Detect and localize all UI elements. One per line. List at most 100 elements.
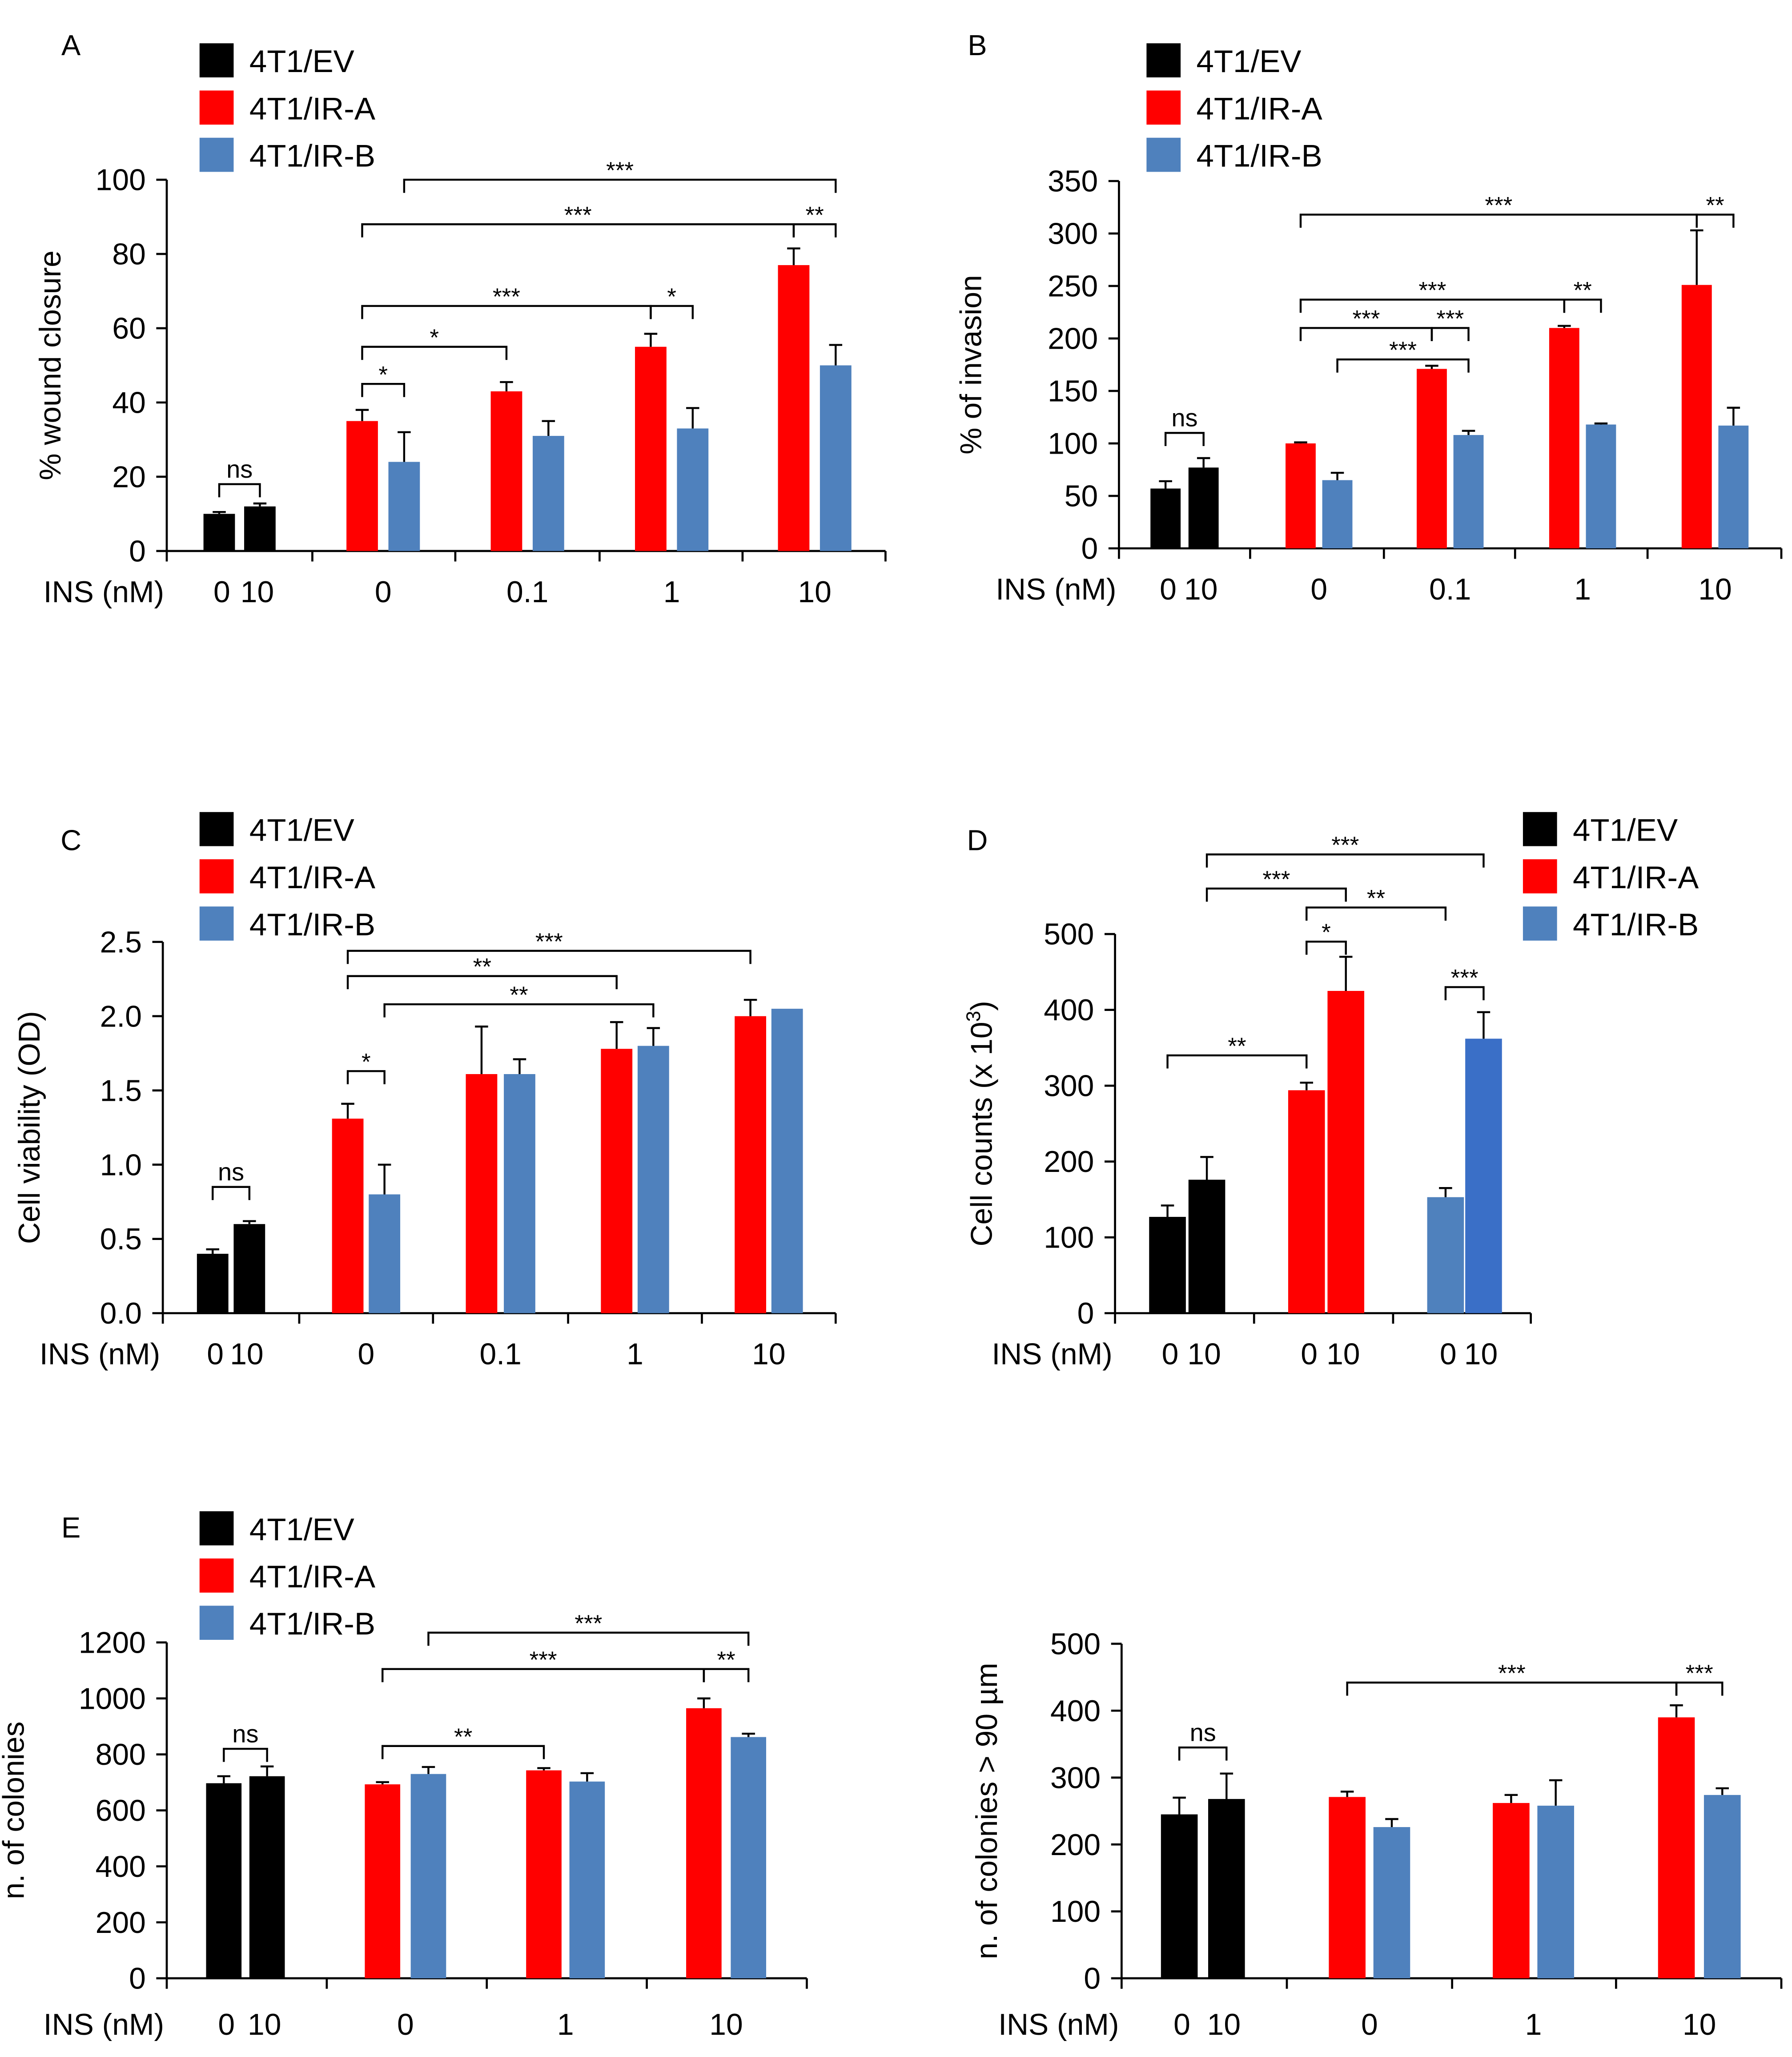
bar-ev (1188, 1179, 1225, 1313)
legend-label: 4T1/EV (249, 813, 354, 848)
legend-swatch-irb (199, 1606, 234, 1640)
bar-ira (735, 1016, 766, 1313)
y-tick-label: 60 (112, 312, 145, 346)
significance-bracket (1336, 358, 1470, 373)
x-group-label: 10 (798, 576, 831, 609)
bar-ira (1493, 1803, 1530, 1979)
legend-label: 4T1/IR-B (249, 907, 375, 942)
significance-label: *** (1498, 1660, 1526, 1687)
bar-ev (206, 1783, 242, 1979)
y-tick-label: 0 (129, 1962, 146, 1996)
x-subtick-label: 0 (1162, 1338, 1179, 1371)
bar-ev (233, 1224, 265, 1313)
bar-ev (244, 506, 276, 551)
y-axis-label: % wound closure (34, 250, 67, 480)
y-tick-label: 100 (1048, 427, 1098, 461)
legend-swatch-ira (1523, 859, 1557, 894)
significance-bracket (427, 1631, 750, 1646)
y-tick-label: 0 (1081, 532, 1098, 566)
x-subtick-label: 0 (1301, 1338, 1318, 1371)
significance-label: *** (535, 929, 563, 955)
legend-swatch-irb (1523, 906, 1557, 941)
legend-swatch-ev (1146, 43, 1181, 78)
legend-label: 4T1/EV (1196, 44, 1301, 79)
significance-bracket (382, 1745, 545, 1759)
y-tick-label: 800 (96, 1738, 146, 1771)
bar-ira (346, 421, 378, 551)
significance-bracket (792, 223, 837, 238)
panel-label: A (61, 29, 81, 61)
x-subtick-label: 10 (241, 576, 274, 609)
x-group-label: 1 (663, 576, 680, 609)
significance-label: *** (1389, 337, 1417, 363)
y-axis-label: n. of colonies (0, 1722, 31, 1900)
significance-label: *** (493, 284, 520, 310)
bar-irb (1704, 1795, 1741, 1979)
bar-ev (1149, 1217, 1186, 1313)
significance-bracket (403, 178, 837, 193)
bar-irb (532, 436, 564, 551)
y-tick-label: 400 (1050, 1695, 1101, 1728)
y-tick-label: 300 (1050, 1761, 1101, 1795)
bar-ira (1327, 990, 1365, 1313)
y-tick-label: 100 (1050, 1895, 1101, 1928)
significance-label: ns (218, 1158, 244, 1186)
y-tick-label: 2.5 (100, 926, 142, 959)
legend-swatch-irb (1146, 137, 1181, 172)
y-tick-label: 250 (1048, 270, 1098, 303)
legend-label: 4T1/IR-B (249, 139, 375, 174)
y-tick-label: 300 (1044, 1070, 1094, 1103)
x-subtick-label: 10 (1184, 573, 1217, 606)
x-group-label: 10 (1683, 2008, 1716, 2041)
legend-label: 4T1/IR-B (1196, 139, 1322, 174)
significance-label: ** (1228, 1033, 1246, 1059)
bar-ev (1208, 1799, 1245, 1979)
significance-label: ns (1171, 404, 1197, 432)
x-group-label: 0 (397, 2008, 414, 2041)
y-label-superscript: 3 (963, 1011, 984, 1022)
legend-label: 4T1/IR-B (1573, 907, 1699, 942)
significance-label: ns (226, 455, 253, 483)
y-tick-label: 0 (129, 535, 146, 568)
x-axis-title: INS (nM) (44, 2008, 164, 2041)
x-subtick-label: 0 (207, 1338, 224, 1371)
significance-label: *** (1451, 965, 1479, 991)
x-subtick-label: 0 (1173, 2008, 1190, 2041)
significance-label: ** (1573, 278, 1591, 304)
significance-label: *** (1436, 306, 1464, 332)
significance-label: *** (564, 202, 592, 228)
bar-irb (569, 1781, 605, 1979)
x-subtick-label: 0 (213, 576, 230, 609)
y-tick-label: 0.5 (100, 1223, 142, 1256)
x-group-label: 0 (358, 1338, 374, 1371)
x-subtick-label: 0 (218, 2008, 235, 2041)
x-subtick-label: 0 (1160, 573, 1177, 606)
significance-bracket (1444, 986, 1485, 1000)
legend-label: 4T1/IR-A (249, 91, 376, 126)
bar-ev (197, 1254, 229, 1313)
significance-bracket (1205, 887, 1347, 902)
significance-bracket (1166, 1054, 1308, 1069)
x-group-label: 1 (1525, 2008, 1542, 2041)
bar-ira (526, 1770, 562, 1979)
legend-label: 4T1/EV (249, 44, 354, 79)
bar-ira (1286, 443, 1316, 548)
y-tick-label: 40 (112, 386, 145, 420)
bar-irb (1718, 425, 1749, 548)
significance-bracket (346, 950, 751, 964)
x-group-label: 0 (1361, 2008, 1378, 2041)
significance-bracket (1306, 940, 1347, 955)
y-tick-label: 50 (1065, 480, 1098, 513)
y-tick-label: 100 (96, 164, 146, 197)
y-tick-label: 1.0 (100, 1148, 142, 1182)
x-group-label: 0 (1310, 573, 1327, 606)
y-tick-label: 100 (1044, 1221, 1094, 1255)
panel-label: E (61, 1511, 80, 1544)
x-axis-title: INS (nM) (998, 2008, 1119, 2041)
x-subtick-label: 10 (1207, 2008, 1241, 2041)
significance-label: * (430, 325, 439, 351)
bar-ev (1150, 488, 1181, 548)
